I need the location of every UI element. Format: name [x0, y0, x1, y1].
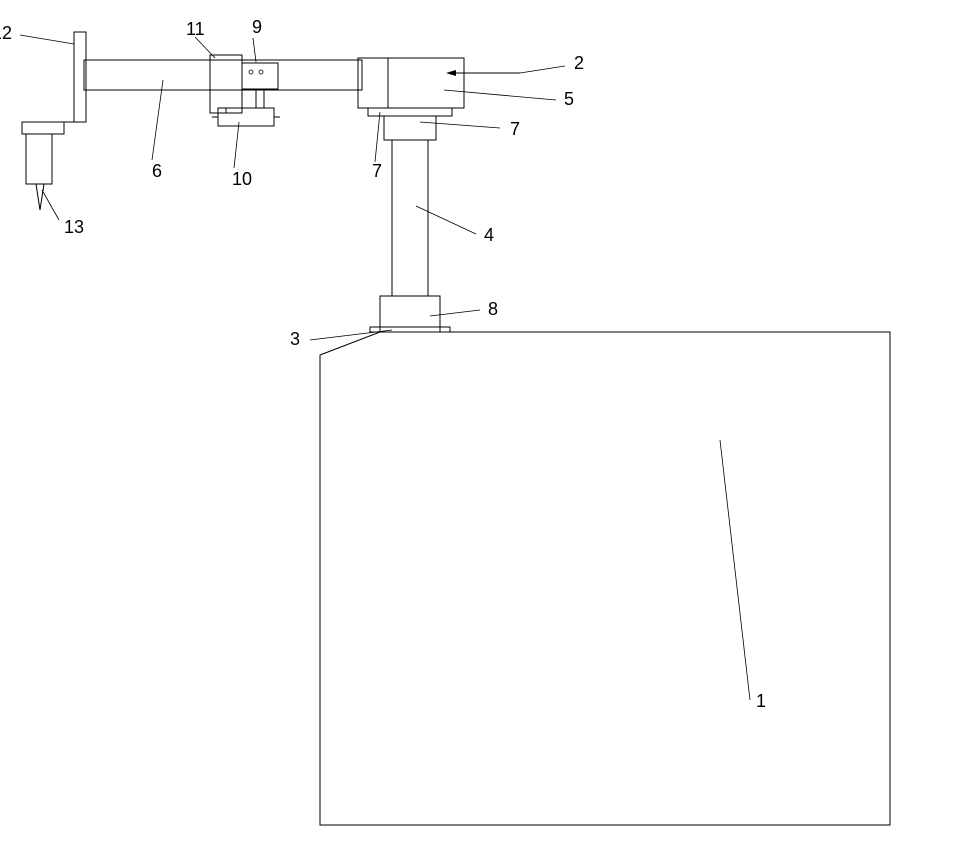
label-l7a: 7 — [510, 119, 520, 139]
leader-l13 — [42, 190, 59, 220]
leader-l12 — [20, 35, 74, 44]
block-9 — [242, 63, 278, 89]
leader-l2 — [520, 66, 565, 73]
bracket-13a — [22, 122, 64, 134]
label-l3: 3 — [290, 329, 300, 349]
label-l6: 6 — [152, 161, 162, 181]
arm-6 — [84, 60, 362, 90]
label-l10: 10 — [232, 169, 252, 189]
label-l12: 12 — [0, 23, 12, 43]
leader-l3 — [310, 330, 392, 340]
label-l5: 5 — [564, 89, 574, 109]
plate-7a — [368, 108, 452, 116]
column-4 — [392, 140, 428, 296]
arrow-2-head — [446, 70, 456, 76]
label-l4: 4 — [484, 225, 494, 245]
block-11 — [210, 55, 242, 113]
tip-13 — [36, 184, 44, 210]
hanger-13b — [26, 134, 52, 184]
screw-9-1 — [259, 70, 263, 74]
label-l9: 9 — [252, 17, 262, 37]
leader-l8 — [430, 310, 480, 316]
leader-l1 — [720, 440, 750, 700]
label-l2: 2 — [574, 53, 584, 73]
leader-l10 — [234, 122, 239, 168]
label-l7b: 7 — [372, 161, 382, 181]
leader-l4 — [416, 206, 476, 234]
label-l8: 8 — [488, 299, 498, 319]
leader-l7b — [375, 112, 380, 162]
leader-l9 — [253, 38, 256, 62]
leader-l6 — [152, 80, 163, 160]
screw-9-0 — [249, 70, 253, 74]
label-l11: 11 — [186, 19, 205, 39]
leader-l11 — [195, 37, 215, 58]
leader-l7a — [420, 122, 500, 128]
label-l13: 13 — [64, 217, 84, 237]
head-5 — [358, 58, 464, 108]
leader-l5 — [444, 90, 556, 100]
label-l1: 1 — [756, 691, 766, 711]
body-1 — [320, 332, 890, 825]
sleeve-7b — [384, 116, 436, 140]
